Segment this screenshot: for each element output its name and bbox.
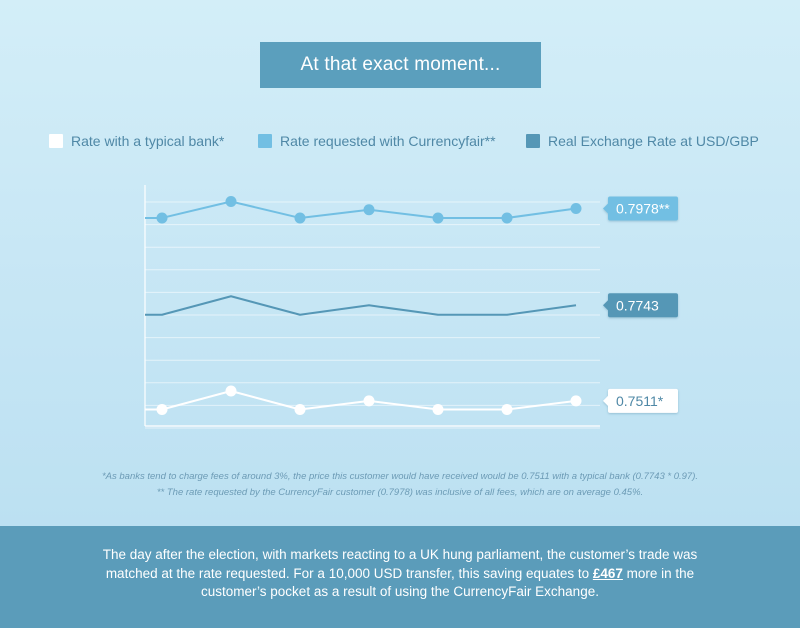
end-label-box <box>608 196 678 221</box>
data-point-currencyfair <box>225 195 237 207</box>
data-point-typical-bank <box>570 395 582 407</box>
data-point-typical-bank <box>363 395 375 407</box>
legend-label-currencyfair: Rate requested with Currencyfair** <box>280 133 496 149</box>
series-line-currencyfair <box>145 200 577 219</box>
chart-gridlines <box>145 201 600 429</box>
chart-legend: Rate with a typical bank* Rate requested… <box>0 131 800 151</box>
summary-text-part2: more in the customer’s pocket as a resul… <box>201 565 695 600</box>
data-point-currencyfair <box>432 212 444 224</box>
page-title: At that exact moment... <box>260 42 541 88</box>
legend-swatch-currencyfair <box>258 134 272 148</box>
chart-axes <box>144 185 600 427</box>
legend-label-typical-bank: Rate with a typical bank* <box>71 133 225 149</box>
summary-text: The day after the election, with markets… <box>80 546 720 602</box>
legend-swatch-real-rate <box>526 134 540 148</box>
data-point-typical-bank <box>432 404 444 416</box>
end-label-pointer <box>603 203 608 214</box>
end-label-pointer <box>603 395 608 406</box>
data-point-typical-bank <box>294 404 306 416</box>
footnote-typical-bank: *As banks tend to charge fees of around … <box>101 471 699 482</box>
chart-end-labels: 0.7978** 0.7743 0.7511* <box>603 196 678 413</box>
series-line-real-rate <box>145 295 577 316</box>
savings-amount: £467 <box>592 565 623 581</box>
end-label-pointer <box>603 300 608 311</box>
end-label-text: 0.7511* <box>616 393 664 409</box>
data-point-currencyfair <box>156 212 168 224</box>
legend-swatch-typical-bank <box>49 134 63 148</box>
data-point-currencyfair <box>501 212 513 224</box>
series-line-typical-bank <box>145 389 577 411</box>
end-label-real-rate <box>603 293 678 318</box>
footnote-currencyfair: ** The rate requested by the CurrencyFai… <box>156 487 644 498</box>
end-label-box <box>608 388 678 413</box>
summary-band: The day after the election, with markets… <box>0 526 800 628</box>
legend-label-real-rate: Real Exchange Rate at USD/GBP <box>548 133 759 149</box>
data-point-typical-bank <box>501 404 513 416</box>
data-point-currencyfair <box>294 212 306 224</box>
data-point-currencyfair <box>570 202 582 214</box>
end-label-text: 0.7743 <box>616 297 659 313</box>
end-label-currencyfair <box>603 196 678 221</box>
data-point-typical-bank <box>225 385 237 397</box>
summary-text-part1: The day after the election, with markets… <box>102 547 698 581</box>
line-chart: 0.7978** 0.7743 0.7511* <box>144 185 678 429</box>
end-label-text: 0.7978** <box>616 200 670 216</box>
chart-series <box>145 195 582 416</box>
end-label-box <box>608 293 678 318</box>
data-point-currencyfair <box>363 204 375 216</box>
data-point-typical-bank <box>156 404 168 416</box>
end-label-typical-bank <box>603 388 678 413</box>
